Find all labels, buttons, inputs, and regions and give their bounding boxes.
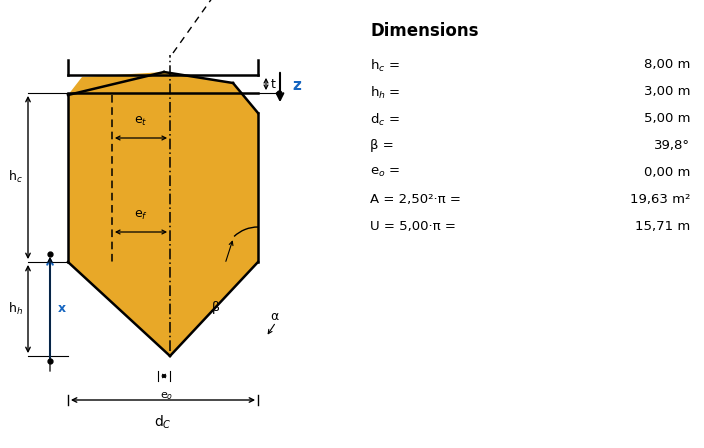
- Text: h$_h$ =: h$_h$ =: [370, 85, 401, 101]
- Text: 3,00 m: 3,00 m: [643, 85, 690, 98]
- Text: U = 5,00·π =: U = 5,00·π =: [370, 220, 456, 233]
- Polygon shape: [68, 72, 258, 356]
- Text: e$_t$: e$_t$: [134, 115, 148, 128]
- Text: A = 2,50²·π =: A = 2,50²·π =: [370, 193, 461, 206]
- Text: e$_o$: e$_o$: [160, 390, 173, 402]
- Text: α: α: [270, 310, 278, 323]
- Text: 15,71 m: 15,71 m: [635, 220, 690, 233]
- Text: 39,8°: 39,8°: [654, 139, 690, 152]
- Text: h$_c$: h$_c$: [8, 169, 23, 185]
- Text: 8,00 m: 8,00 m: [643, 58, 690, 71]
- Text: h$_c$ =: h$_c$ =: [370, 58, 400, 74]
- Text: e$_f$: e$_f$: [134, 209, 148, 222]
- Text: β =: β =: [370, 139, 394, 152]
- Text: 19,63 m²: 19,63 m²: [629, 193, 690, 206]
- Text: e$_o$ =: e$_o$ =: [370, 166, 400, 179]
- Text: t: t: [271, 78, 276, 90]
- Text: Dimensions: Dimensions: [370, 22, 479, 40]
- Text: 0,00 m: 0,00 m: [643, 166, 690, 179]
- Text: d$_c$ =: d$_c$ =: [370, 112, 400, 128]
- Text: β: β: [212, 301, 220, 314]
- Text: d$_C$: d$_C$: [154, 414, 172, 431]
- Text: x: x: [58, 302, 66, 315]
- Text: h$_h$: h$_h$: [8, 301, 23, 317]
- Text: 5,00 m: 5,00 m: [643, 112, 690, 125]
- Text: z: z: [292, 78, 301, 92]
